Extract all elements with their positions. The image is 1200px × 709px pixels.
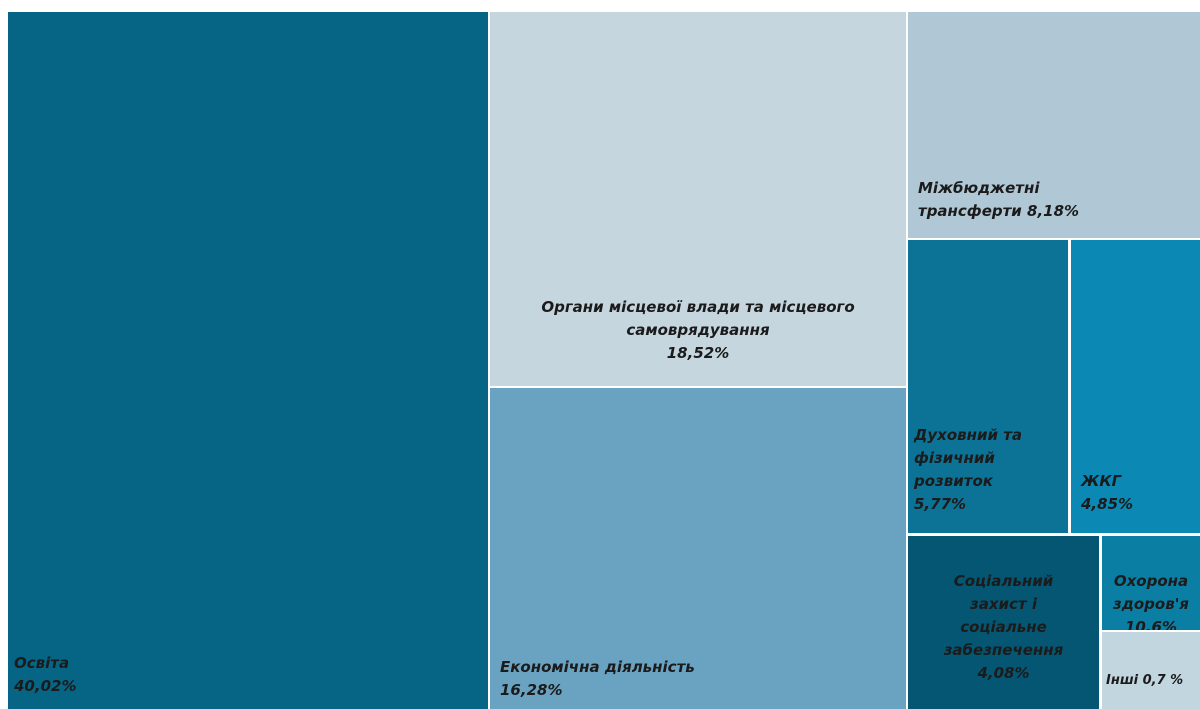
tile-label: Соціальний захист і соціальне забезпечен… — [943, 572, 1064, 682]
treemap-tile: Соціальний захист і соціальне забезпечен… — [908, 536, 1099, 709]
treemap-tile: Інші 0,7 % — [1102, 632, 1200, 709]
treemap-tile: Освіта 40,02% — [8, 12, 488, 709]
tile-label: Освіта 40,02% — [14, 654, 77, 695]
tile-label: Органи місцевої влади та місцевого самов… — [541, 298, 855, 362]
treemap-tile: Органи місцевої влади та місцевого самов… — [490, 12, 906, 386]
tile-label: Інші 0,7 % — [1106, 673, 1184, 688]
tile-label: Економічна діяльність 16,28% — [500, 658, 695, 699]
treemap-tile: ЖКГ 4,85% — [1071, 240, 1200, 533]
treemap-tile: Охорона здоров'я 10,6% — [1102, 536, 1200, 630]
treemap-chart: Освіта 40,02% Органи місцевої влади та мі… — [8, 12, 1200, 709]
treemap-tile: Економічна діяльність 16,28% — [490, 388, 906, 709]
treemap-tile: Міжбюджетні трансферти 8,18% — [908, 12, 1200, 238]
tile-label: ЖКГ 4,85% — [1081, 472, 1134, 513]
tile-label: Охорона здоров'я 10,6% — [1113, 572, 1189, 630]
tile-label: Духовний та фізичний розвиток 5,77% — [914, 426, 1023, 513]
tile-label: Міжбюджетні трансферти 8,18% — [918, 179, 1080, 220]
treemap-tile: Духовний та фізичний розвиток 5,77% — [908, 240, 1068, 533]
